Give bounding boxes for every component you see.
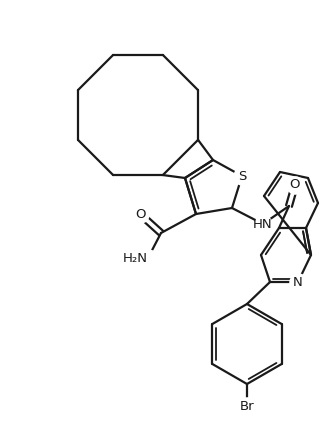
Text: O: O: [290, 178, 300, 191]
Text: S: S: [238, 169, 246, 182]
Text: O: O: [135, 207, 145, 220]
Text: HN: HN: [253, 217, 273, 230]
Text: Br: Br: [240, 400, 254, 413]
Text: H₂N: H₂N: [123, 252, 148, 265]
Text: N: N: [293, 275, 303, 288]
